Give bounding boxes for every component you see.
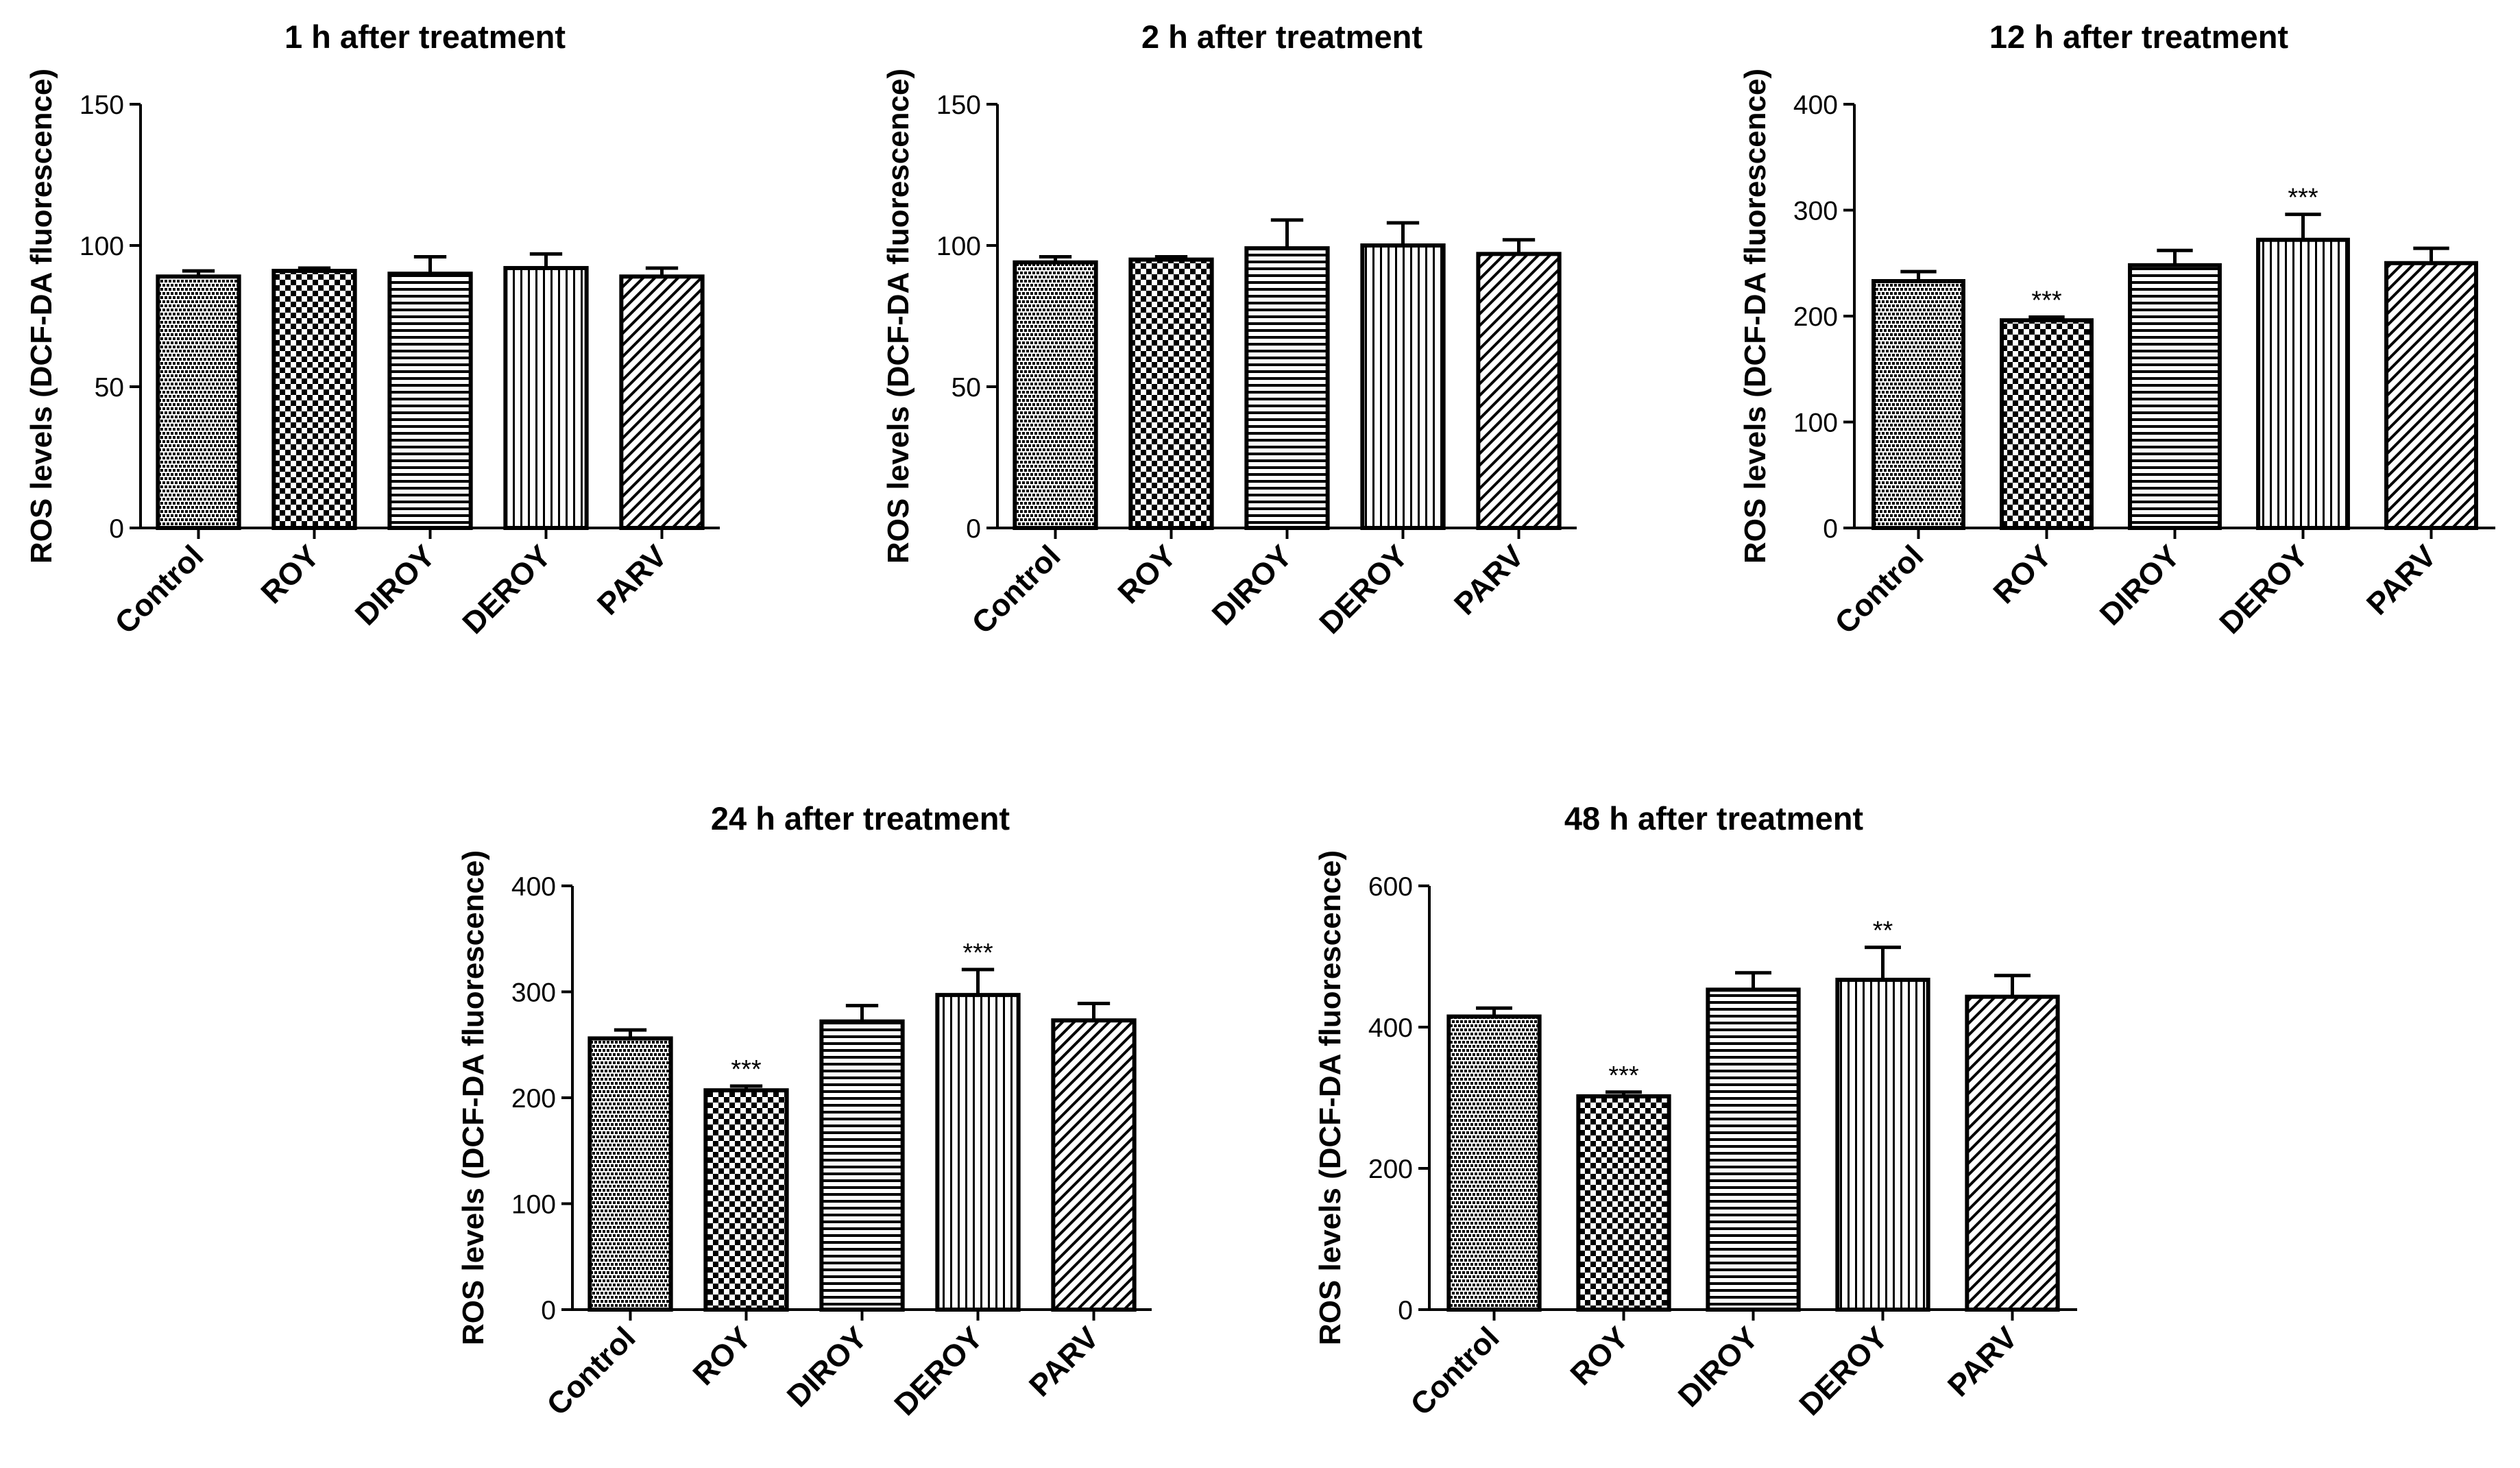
x-tick-label: DEROY [2212, 538, 2314, 640]
bar-parv [1965, 994, 2060, 1312]
chart-title: 24 h after treatment [711, 800, 1010, 837]
y-tick-label: 0 [1398, 1296, 1413, 1325]
x-tick-label: ROY [254, 538, 326, 610]
bar-diroy [387, 272, 473, 530]
x-tick-label: Control [108, 538, 210, 640]
chart-panel-3: 12 h after treatment ROS levels (DCF-DA f… [1738, 19, 2495, 640]
bar-control [156, 274, 241, 530]
chart-panel-2: 2 h after treatment ROS levels (DCF-DA fl… [882, 19, 1577, 640]
bar-diroy [1244, 246, 1330, 530]
y-tick-label: 300 [511, 978, 556, 1008]
significance-marker: *** [731, 1055, 762, 1084]
chart-panels: 1 h after treatment ROS levels (DCF-DA fl… [25, 19, 2495, 1422]
bar-diroy [819, 1019, 905, 1312]
significance-marker: *** [1608, 1061, 1639, 1090]
significance-marker: *** [2288, 184, 2318, 213]
y-tick-label: 300 [1793, 197, 1838, 226]
y-axis-label: ROS levels (DCF-DA fluorescence) [1313, 850, 1347, 1345]
x-tick-label: Control [1828, 538, 1930, 640]
x-tick-label: DEROY [455, 538, 557, 640]
bar-roy [703, 1088, 789, 1312]
x-tick-label: PARV [1022, 1320, 1106, 1404]
x-tick-label: Control [540, 1320, 642, 1422]
x-tick-label: DEROY [1312, 538, 1414, 640]
bar-roy [271, 269, 357, 530]
bar-diroy [1706, 987, 1801, 1312]
y-tick-label: 100 [80, 232, 124, 261]
y-tick-label: 50 [95, 373, 124, 402]
significance-marker: ** [1873, 917, 1893, 946]
bar-deroy [1360, 243, 1446, 530]
x-tick-label: PARV [1941, 1320, 2024, 1404]
y-tick-label: 50 [952, 373, 981, 402]
x-tick-label: DIROY [1671, 1320, 1765, 1414]
significance-marker: *** [2031, 287, 2062, 315]
y-tick-label: 100 [936, 232, 981, 261]
x-tick-label: DIROY [780, 1320, 874, 1414]
x-tick-label: DEROY [1792, 1320, 1894, 1422]
bar-control [1446, 1014, 1542, 1312]
bar-parv [1051, 1018, 1137, 1312]
y-tick-label: 0 [109, 514, 124, 544]
bar-control [1013, 260, 1098, 530]
y-tick-label: 400 [511, 872, 556, 902]
x-tick-label: DIROY [348, 538, 442, 632]
x-tick-label: ROY [1564, 1320, 1636, 1392]
bar-deroy [1835, 977, 1930, 1312]
y-tick-label: 0 [966, 514, 981, 544]
bar-control [1871, 279, 1965, 530]
x-tick-label: PARV [2360, 538, 2443, 622]
y-tick-label: 200 [511, 1084, 556, 1114]
bar-deroy [935, 993, 1021, 1312]
bar-control [587, 1036, 673, 1312]
bar-deroy [2256, 237, 2350, 530]
y-tick-label: 200 [1368, 1155, 1413, 1184]
bar-roy [1576, 1094, 1671, 1312]
x-tick-label: ROY [1987, 538, 2059, 610]
x-tick-label: DIROY [2093, 538, 2187, 632]
chart-title: 12 h after treatment [1989, 19, 2289, 55]
x-tick-label: ROY [686, 1320, 758, 1392]
y-tick-label: 100 [1793, 409, 1838, 438]
chart-title: 2 h after treatment [1141, 19, 1422, 55]
y-tick-label: 0 [541, 1296, 556, 1325]
x-tick-label: Control [965, 538, 1067, 640]
y-tick-label: 600 [1368, 872, 1413, 902]
bar-diroy [2128, 263, 2222, 530]
y-tick-label: 100 [511, 1190, 556, 1220]
y-axis-label: ROS levels (DCF-DA fluorescence) [25, 69, 58, 564]
bar-parv [619, 274, 705, 530]
y-tick-label: 200 [1793, 302, 1838, 332]
y-tick-label: 400 [1793, 91, 1838, 120]
x-tick-label: DEROY [887, 1320, 989, 1422]
x-tick-label: Control [1403, 1320, 1505, 1422]
chart-panel-4: 24 h after treatment ROS levels (DCF-DA f… [457, 800, 1152, 1422]
bar-roy [1128, 257, 1214, 530]
chart-panel-5: 48 h after treatment ROS levels (DCF-DA f… [1313, 800, 2077, 1422]
y-tick-label: 150 [936, 91, 981, 120]
bar-parv [1476, 252, 1562, 530]
x-tick-label: PARV [1447, 538, 1531, 622]
y-tick-label: 150 [80, 91, 124, 120]
y-axis-label: ROS levels (DCF-DA fluorescence) [882, 69, 915, 564]
bar-parv [2384, 261, 2478, 530]
chart-title: 48 h after treatment [1564, 800, 1864, 837]
y-tick-label: 400 [1368, 1013, 1413, 1043]
bar-roy [2000, 318, 2094, 530]
y-axis-label: ROS levels (DCF-DA fluorescence) [1738, 69, 1772, 564]
y-axis-label: ROS levels (DCF-DA fluorescence) [457, 850, 490, 1345]
x-tick-label: DIROY [1205, 538, 1299, 632]
x-tick-label: ROY [1111, 538, 1183, 610]
significance-marker: *** [962, 939, 993, 967]
y-tick-label: 0 [1823, 514, 1838, 544]
bar-deroy [503, 265, 589, 530]
chart-title: 1 h after treatment [284, 19, 566, 55]
chart-panel-1: 1 h after treatment ROS levels (DCF-DA fl… [25, 19, 720, 640]
x-tick-label: PARV [590, 538, 674, 622]
